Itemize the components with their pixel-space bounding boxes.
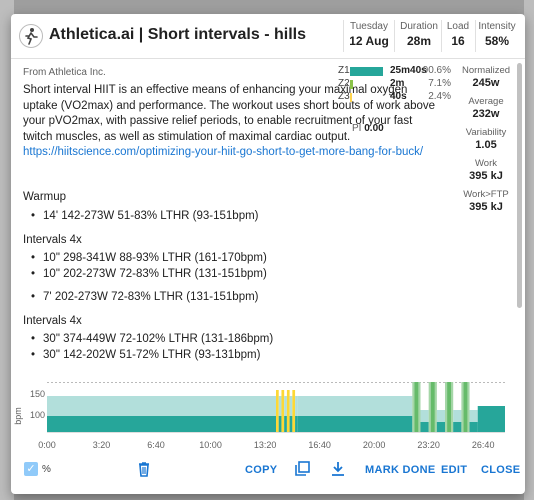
- x-tick-label: 10:00: [199, 440, 222, 450]
- stat-work: Work 395 kJ: [469, 158, 503, 182]
- scrollbar[interactable]: [517, 63, 522, 308]
- close-button[interactable]: CLOSE: [481, 464, 521, 476]
- header-divider: [475, 20, 476, 52]
- stat-variability: Variability 1.05: [465, 127, 507, 151]
- chart-step: [420, 422, 429, 432]
- author-label: From Athletica Inc.: [23, 67, 106, 78]
- chart-step: [278, 416, 282, 432]
- step-item: 14' 142-273W 51-83% LTHR (93-151bpm): [31, 210, 258, 222]
- workout-description: Short interval HIIT is an effective mean…: [23, 83, 443, 161]
- dialog-header: Athletica.ai | Short intervals - hills T…: [11, 14, 525, 59]
- workout-chart: bpm 100 150 0:00 3:20 6:40 10:00 13:20 16:40 2…: [11, 381, 525, 458]
- intervals-heading: Intervals 4x: [23, 234, 82, 246]
- header-divider: [441, 20, 442, 52]
- y-tick-label: 150: [30, 389, 45, 399]
- header-stat-duration: Duration 28m: [400, 21, 438, 48]
- chart-interval: [463, 382, 468, 432]
- chart-step-range: [453, 410, 462, 432]
- step-item: 10" 202-273W 72-83% LTHR (131-151bpm): [31, 268, 267, 280]
- workout-dialog: Athletica.ai | Short intervals - hills T…: [11, 14, 525, 494]
- stat-average: Average 232w: [468, 96, 504, 120]
- x-tick-label: 3:20: [93, 440, 111, 450]
- header-stat-load: Load 16: [446, 21, 470, 48]
- zone-bar: [350, 67, 383, 76]
- workout-chart-svg: bpm 100 150 0:00 3:20 6:40 10:00 13:20 16:40 2…: [13, 381, 505, 450]
- chart-step: [453, 422, 462, 432]
- zone-row: Z2 2m 7.1%: [338, 78, 451, 89]
- zone-summary: Z1 25m40s 90.6% Z2 2m 7.1% Z3 40s 2.4%: [338, 65, 453, 104]
- chart-step: [436, 422, 446, 432]
- y-tick-label: 100: [30, 410, 45, 420]
- chart-step-range: [289, 396, 293, 432]
- chart-step-range: [284, 396, 287, 432]
- chart-step-range: [420, 410, 429, 432]
- copy-button[interactable]: COPY: [245, 464, 278, 476]
- chart-interval: [292, 390, 296, 432]
- pi-stat: PI 0.00: [352, 123, 384, 134]
- chart-interval: [414, 382, 419, 432]
- background-right: [524, 0, 534, 500]
- mark-done-button[interactable]: MARK DONE: [365, 464, 436, 476]
- x-tick-label: 6:40: [147, 440, 165, 450]
- x-tick-label: 16:40: [308, 440, 331, 450]
- x-tick-label: 26:40: [472, 440, 495, 450]
- y-axis-label: bpm: [13, 407, 23, 425]
- background-left: [0, 0, 14, 500]
- chart-interval: [286, 390, 290, 432]
- zone-row: Z1 25m40s 90.6%: [338, 65, 451, 76]
- workout-title: Athletica.ai | Short intervals - hills: [49, 26, 306, 43]
- x-tick-label: 20:00: [363, 440, 386, 450]
- chart-interval: [447, 382, 452, 432]
- step-item: 10" 298-341W 88-93% LTHR (161-170bpm): [31, 252, 267, 264]
- zone-row: Z3 40s 2.4%: [338, 91, 451, 102]
- chart-step-range: [436, 410, 446, 432]
- step-item: 7' 202-273W 72-83% LTHR (131-151bpm): [31, 291, 258, 303]
- stat-work-ftp: Work>FTP 395 kJ: [463, 189, 509, 213]
- header-divider: [343, 20, 344, 52]
- x-tick-label: 0:00: [38, 440, 56, 450]
- trash-icon[interactable]: [135, 460, 153, 478]
- chart-step: [289, 416, 293, 432]
- download-icon[interactable]: [329, 460, 347, 478]
- intervals-heading: Intervals 4x: [23, 315, 82, 327]
- header-stat-day: Tuesday 12 Aug: [349, 21, 389, 48]
- step-item: 30" 142-202W 51-72% LTHR (93-131bpm): [31, 349, 260, 361]
- edit-button[interactable]: EDIT: [441, 464, 468, 476]
- warmup-heading: Warmup: [23, 191, 67, 203]
- chart-step: [47, 416, 276, 432]
- chart-step-range: [295, 396, 298, 432]
- x-tick-label: 13:20: [254, 440, 277, 450]
- chart-interval: [276, 390, 279, 432]
- header-stat-intensity: Intensity 58%: [478, 21, 516, 48]
- description-link[interactable]: https://hiitscience.com/optimizing-your-…: [23, 146, 424, 159]
- chart-step: [284, 416, 287, 432]
- chart-interval: [281, 390, 285, 432]
- chart-step: [477, 406, 505, 432]
- library-icon[interactable]: [293, 460, 311, 478]
- chart-step: [469, 422, 478, 432]
- stat-normalized: Normalized 245w: [461, 65, 511, 89]
- chart-interval: [430, 382, 435, 432]
- zone-bar: [350, 80, 353, 89]
- zone-bar: [350, 93, 352, 102]
- percent-label: %: [42, 464, 51, 475]
- header-divider: [394, 20, 395, 52]
- dialog-content[interactable]: From Athletica Inc. Short interval HIIT …: [11, 59, 525, 439]
- x-tick-label: 23:20: [417, 440, 440, 450]
- description-text: Short interval HIIT is an effective mean…: [23, 84, 436, 143]
- chart-step: [297, 416, 413, 432]
- chart-step: [295, 416, 298, 432]
- running-icon: [19, 24, 43, 48]
- step-item: 30" 374-449W 72-102% LTHR (131-186bpm): [31, 333, 273, 345]
- percent-checkbox[interactable]: ✓: [24, 462, 38, 476]
- chart-step-range: [469, 410, 478, 432]
- dialog-footer: ✓ % COPY MARK DONE EDIT CLOSE: [11, 454, 525, 494]
- workout-stats: Normalized 245w Average 232w Variability 1.…: [459, 65, 513, 220]
- chart-step-range: [278, 396, 282, 432]
